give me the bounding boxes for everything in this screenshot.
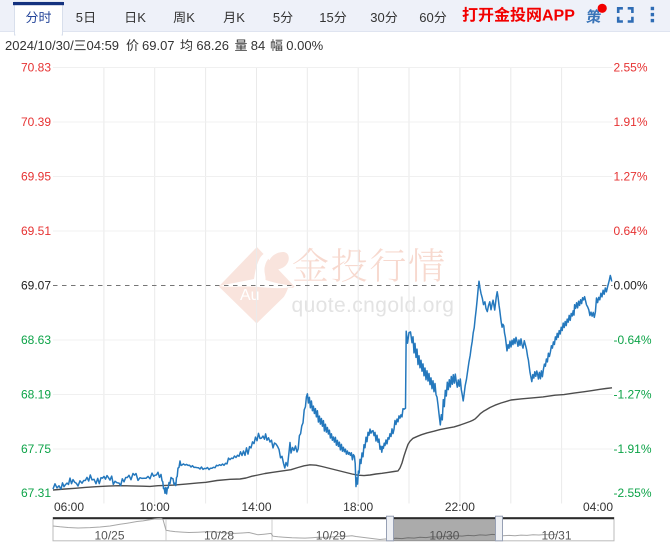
svg-text:3: 3: [370, 10, 377, 25]
svg-text:10:00: 10:00: [140, 500, 170, 514]
svg-text:22:00: 22:00: [445, 500, 475, 514]
svg-text:04:59: 04:59: [87, 38, 120, 53]
svg-text:K: K: [186, 10, 195, 25]
svg-text:67.31: 67.31: [21, 486, 51, 500]
svg-text:10/31: 10/31: [541, 528, 571, 542]
svg-text:10/28: 10/28: [204, 528, 234, 542]
svg-text:18:00: 18:00: [343, 500, 373, 514]
svg-text:-1.91%: -1.91%: [614, 442, 652, 456]
svg-text:5: 5: [327, 10, 334, 25]
svg-text:0: 0: [378, 10, 385, 25]
svg-text:68.63: 68.63: [21, 333, 51, 347]
svg-text:0.00%: 0.00%: [614, 279, 648, 293]
svg-text:quote.cngold.org: quote.cngold.org: [292, 294, 455, 317]
svg-text:-2.55%: -2.55%: [614, 486, 652, 500]
svg-text:69.07: 69.07: [142, 38, 175, 53]
svg-text:69.51: 69.51: [21, 224, 51, 238]
svg-text:04:00: 04:00: [583, 500, 613, 514]
svg-text:10/30: 10/30: [429, 528, 459, 542]
svg-text:0: 0: [427, 10, 434, 25]
svg-text:-0.64%: -0.64%: [614, 333, 652, 347]
svg-text:70.39: 70.39: [21, 115, 51, 129]
svg-text:5: 5: [273, 10, 280, 25]
svg-text:68.26: 68.26: [196, 38, 229, 53]
svg-text:1.27%: 1.27%: [614, 170, 648, 184]
svg-text:2024/10/30/: 2024/10/30/: [5, 38, 74, 53]
svg-text:Au: Au: [240, 287, 260, 304]
svg-text:0.00%: 0.00%: [286, 38, 323, 53]
svg-text:1.91%: 1.91%: [614, 115, 648, 129]
svg-text:69.95: 69.95: [21, 170, 51, 184]
svg-text:68.19: 68.19: [21, 388, 51, 402]
svg-text:10/29: 10/29: [316, 528, 346, 542]
svg-text:6: 6: [419, 10, 426, 25]
svg-text:5: 5: [76, 10, 83, 25]
svg-text:1: 1: [319, 10, 326, 25]
svg-text:-1.27%: -1.27%: [614, 388, 652, 402]
svg-text:2.55%: 2.55%: [614, 61, 648, 75]
svg-text:69.07: 69.07: [21, 279, 51, 293]
svg-text:K: K: [236, 10, 245, 25]
svg-text:14:00: 14:00: [241, 500, 271, 514]
svg-text:06:00: 06:00: [54, 500, 84, 514]
svg-text:10/25: 10/25: [94, 528, 124, 542]
svg-text:APP: APP: [542, 8, 575, 25]
svg-text:70.83: 70.83: [21, 61, 51, 75]
svg-text:67.75: 67.75: [21, 442, 51, 456]
svg-text:0.64%: 0.64%: [614, 224, 648, 238]
svg-text:K: K: [137, 10, 146, 25]
svg-text:84: 84: [251, 38, 265, 53]
